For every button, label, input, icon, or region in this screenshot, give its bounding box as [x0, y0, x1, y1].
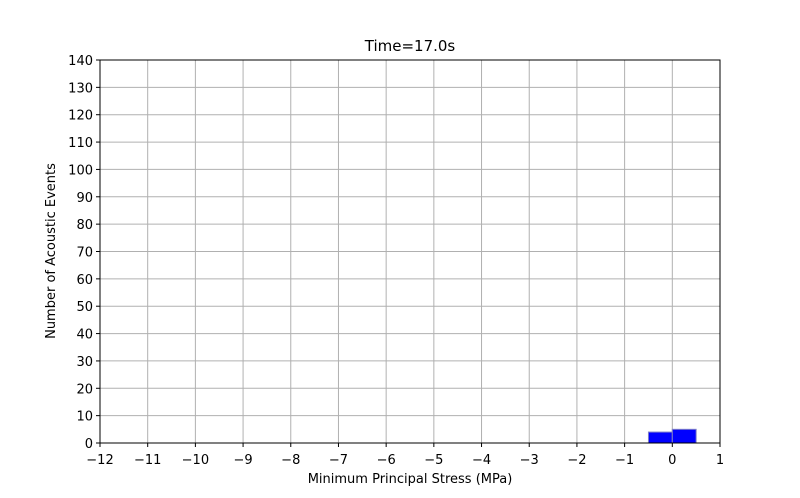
- x-axis-ticks: −12 −11 −10 −9 −8 −7 −6 −5 −4 −3 −2 −1 0 1: [86, 443, 724, 468]
- x-tick-label: 0: [668, 453, 676, 468]
- y-tick-label: 0: [85, 437, 93, 452]
- x-tick-label: −1: [615, 453, 634, 468]
- x-tick-label: 1: [716, 453, 724, 468]
- x-tick-label: −3: [520, 453, 539, 468]
- y-tick-label: 130: [68, 81, 93, 96]
- y-axis-label: Number of Acoustic Events: [44, 163, 59, 339]
- y-tick-label: 10: [76, 410, 93, 425]
- y-tick-label: 70: [76, 246, 93, 261]
- x-tick-label: −9: [233, 453, 252, 468]
- histogram-bar: [648, 432, 672, 443]
- y-tick-label: 140: [68, 54, 93, 69]
- histogram-bar: [672, 429, 696, 443]
- histogram-bars: [648, 429, 696, 443]
- x-tick-label: −11: [134, 453, 161, 468]
- x-tick-label: −8: [281, 453, 300, 468]
- x-axis-label: Minimum Principal Stress (MPa): [308, 472, 513, 487]
- x-tick-label: −5: [424, 453, 443, 468]
- y-tick-label: 60: [76, 273, 93, 288]
- y-tick-label: 50: [76, 300, 93, 315]
- y-tick-label: 100: [68, 163, 93, 178]
- x-tick-label: −7: [329, 453, 348, 468]
- y-tick-label: 40: [76, 328, 93, 343]
- x-tick-label: −10: [182, 453, 209, 468]
- y-tick-label: 90: [76, 191, 93, 206]
- y-tick-label: 20: [76, 382, 93, 397]
- x-tick-label: −4: [472, 453, 491, 468]
- y-tick-label: 120: [68, 109, 93, 124]
- y-axis-ticks: 0 10 20 30 40 50 60 70 80 90 100 110 120 130 140: [68, 54, 100, 452]
- x-tick-label: −12: [86, 453, 113, 468]
- chart-title: Time=17.0s: [364, 37, 456, 55]
- y-tick-label: 30: [76, 355, 93, 370]
- y-tick-label: 80: [76, 218, 93, 233]
- x-tick-label: −2: [567, 453, 586, 468]
- y-tick-label: 110: [68, 136, 93, 151]
- grid-lines: [100, 60, 720, 443]
- x-tick-label: −6: [377, 453, 396, 468]
